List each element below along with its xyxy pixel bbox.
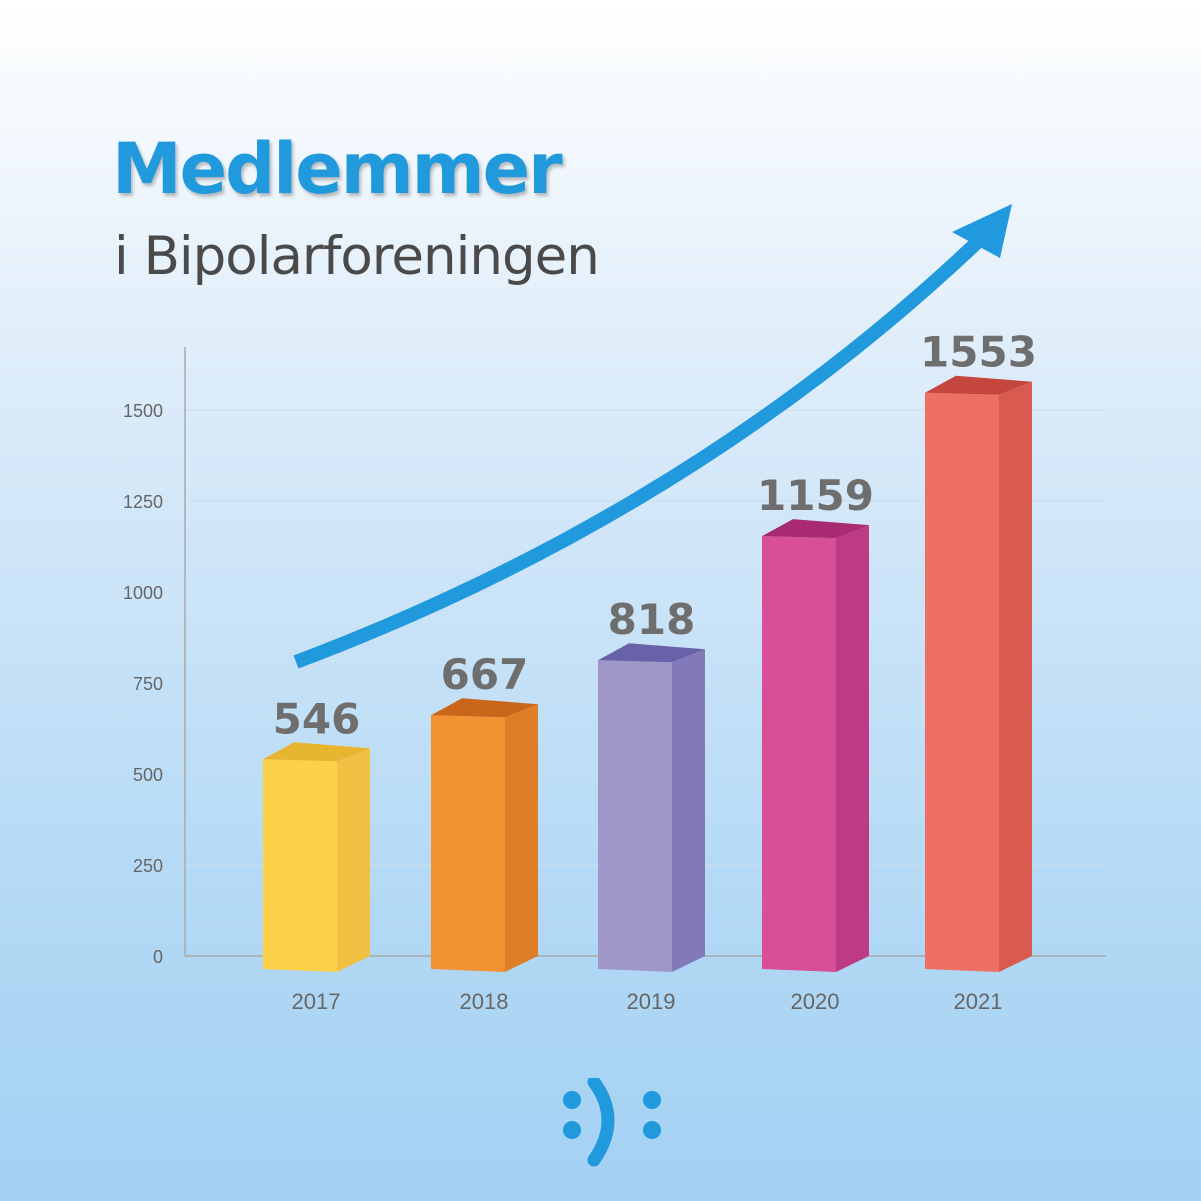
bar-top [762, 519, 869, 539]
y-tick-label: 1000 [123, 583, 163, 603]
x-tick-label: 2019 [627, 989, 676, 1014]
chart-title: Medlemmer [112, 128, 563, 210]
bar-top [598, 643, 705, 663]
bar-top [925, 375, 1032, 395]
bar-top [431, 698, 538, 718]
bar-front [598, 660, 672, 972]
value-label: 667 [441, 650, 529, 699]
bar-2017 [263, 742, 370, 972]
bar-2018 [431, 698, 538, 972]
y-tick-label: 1500 [123, 401, 163, 421]
bar-2019 [598, 643, 705, 972]
bar-side [505, 704, 538, 972]
logo-dot [643, 1121, 661, 1139]
bar-side [337, 748, 370, 972]
y-tick-label: 0 [153, 947, 163, 967]
value-label: 1553 [920, 328, 1037, 377]
labels: 546 2017 667 2018 818 2019 1159 2020 1553 2021 [273, 328, 1037, 1014]
y-tick-label: 500 [133, 765, 163, 785]
x-tick-label: 2018 [460, 989, 509, 1014]
bar-front [431, 715, 505, 972]
y-tick-label: 1250 [123, 492, 163, 512]
bars [263, 375, 1032, 972]
y-tick-label: 750 [133, 674, 163, 694]
bar-front [925, 392, 999, 972]
trend-arrow [293, 224, 995, 669]
bar-2020 [762, 519, 869, 972]
logo-dot [563, 1121, 581, 1139]
x-tick-label: 2017 [292, 989, 341, 1014]
value-label: 1159 [757, 471, 874, 520]
logo-dot [643, 1091, 661, 1109]
value-label: 818 [608, 595, 696, 644]
logo-dot [563, 1091, 581, 1109]
bar-front [762, 536, 836, 972]
bar-front [263, 759, 337, 972]
x-tick-label: 2021 [954, 989, 1003, 1014]
bar-side [999, 381, 1032, 972]
logo-paren [587, 1078, 615, 1167]
bar-side [836, 525, 869, 972]
value-label: 546 [273, 694, 361, 743]
smiley-logo-icon [563, 1078, 661, 1167]
y-tick-label: 250 [133, 856, 163, 876]
bar-top [263, 742, 370, 762]
bar-side [672, 649, 705, 972]
chart-subtitle: i Bipolarforeningen [114, 226, 600, 287]
x-tick-label: 2020 [791, 989, 840, 1014]
trend-arrow-head [952, 204, 1012, 258]
bar-2021 [925, 375, 1032, 972]
